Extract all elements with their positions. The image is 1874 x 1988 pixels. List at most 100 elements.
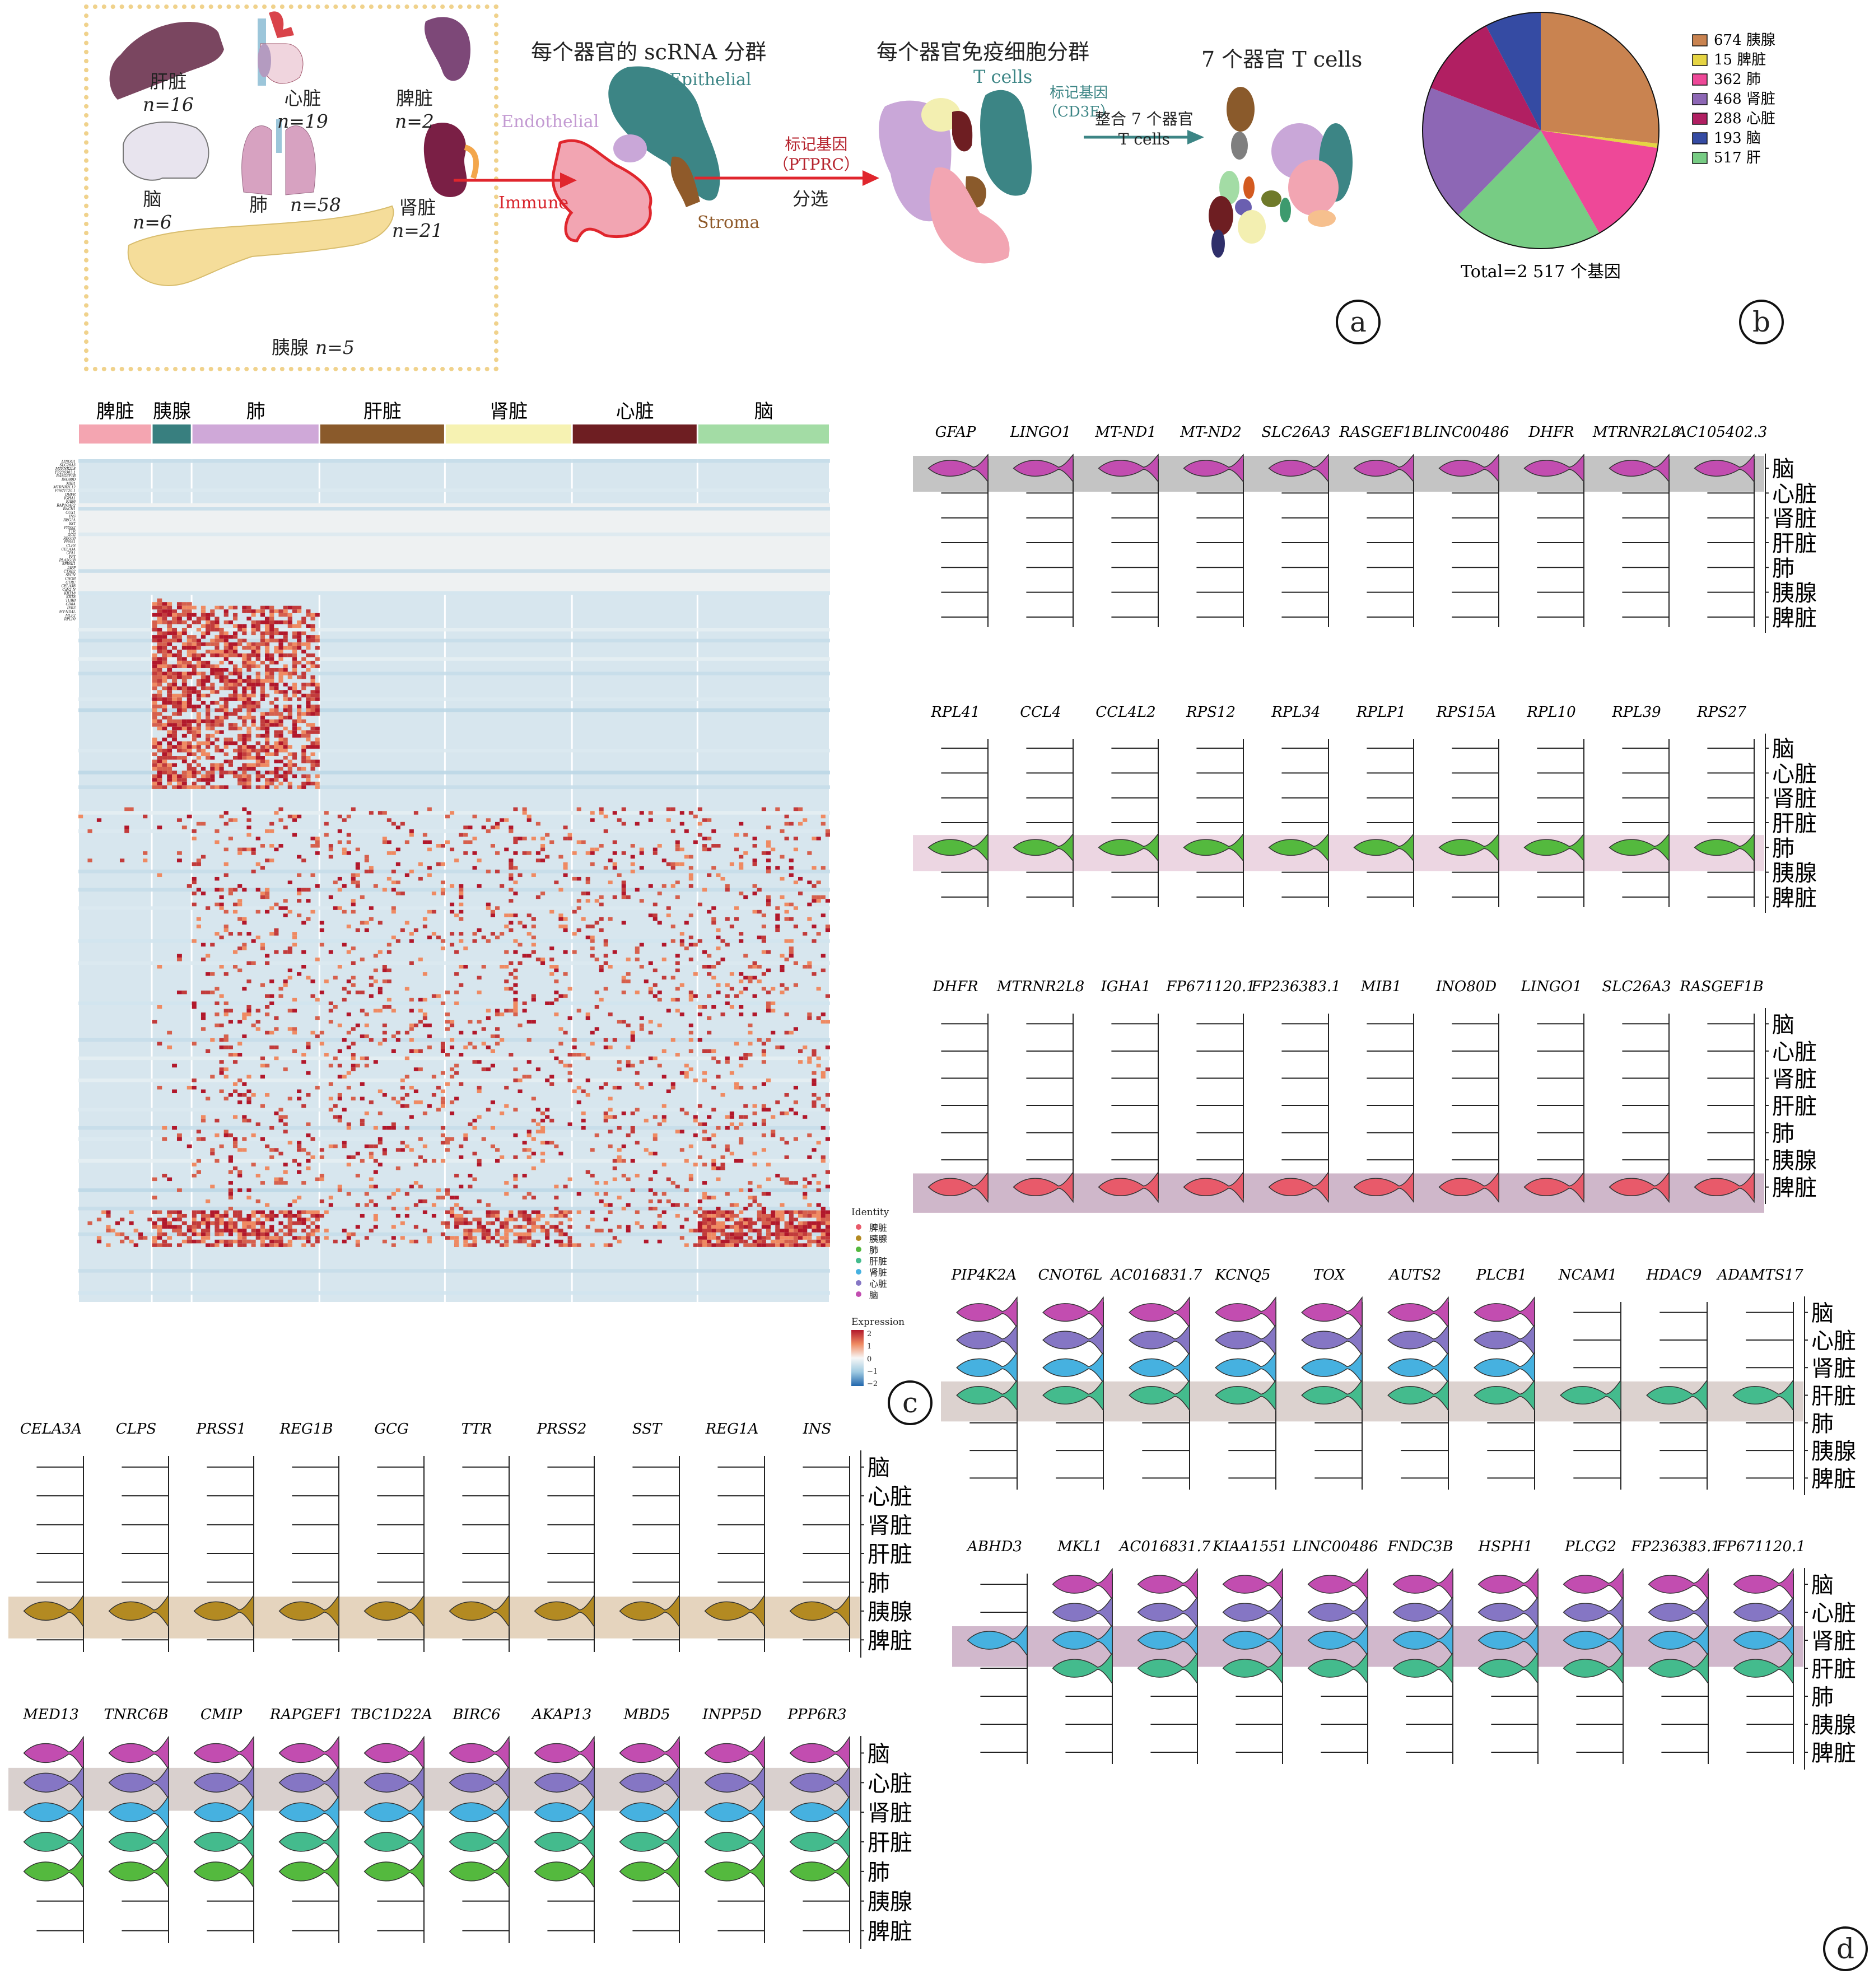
gene-label: PLCB1 xyxy=(1476,1267,1527,1284)
heat-cell-high xyxy=(274,704,279,708)
heat-cell-high xyxy=(274,811,279,815)
heat-cell-high xyxy=(554,997,559,1002)
heat-cell-high xyxy=(196,785,201,789)
heat-cell-high xyxy=(228,646,233,650)
heat-cell-high xyxy=(612,1115,617,1119)
heat-cell-high xyxy=(176,851,182,855)
heat-cell-high xyxy=(761,807,766,811)
violin-shape xyxy=(23,1765,84,1800)
heat-cell-high xyxy=(477,1229,482,1233)
heat-cell-high xyxy=(219,638,224,643)
heat-cell-high xyxy=(590,939,595,943)
heat-cell-high xyxy=(761,1133,766,1137)
heat-cell-high xyxy=(784,1232,789,1236)
heat-cell-high xyxy=(743,895,748,899)
heat-cell-high xyxy=(310,730,315,734)
heat-cell-high xyxy=(219,994,224,998)
heat-cell-high xyxy=(210,690,215,694)
heat-cell-high xyxy=(181,646,187,650)
heat-cell-high xyxy=(265,954,270,958)
heat-cell-high xyxy=(237,1214,243,1218)
heat-cell-high xyxy=(176,664,182,668)
heat-cell-high xyxy=(242,1232,247,1236)
heat-cell-high xyxy=(812,899,817,903)
heat-cell-high xyxy=(315,657,320,661)
heat-cell-high xyxy=(630,1030,635,1035)
violin-shape xyxy=(956,1296,1018,1329)
heat-cell-high xyxy=(807,1181,812,1185)
heat-cell-high xyxy=(201,671,206,676)
violin-shape xyxy=(1222,1595,1283,1629)
heat-cell-high xyxy=(752,1221,757,1225)
violin-shape xyxy=(1387,1379,1449,1412)
heat-cell-high xyxy=(162,613,167,617)
heat-cell-high xyxy=(812,1049,817,1053)
heat-cell-high xyxy=(219,730,224,734)
heat-cell-high xyxy=(720,1155,725,1159)
heat-cell-high xyxy=(287,617,292,620)
heat-cell-high xyxy=(301,683,306,687)
heat-cell-high xyxy=(382,1126,387,1130)
heat-cell-high xyxy=(210,767,215,771)
heat-cell-high xyxy=(292,997,297,1002)
heat-cell-high xyxy=(201,767,206,771)
heat-cell-high xyxy=(223,928,229,932)
heat-cell-high xyxy=(816,1141,821,1145)
heat-cell-high xyxy=(255,701,260,705)
heat-cell-high xyxy=(757,1239,762,1244)
heat-cell-high xyxy=(513,851,518,855)
group-label: 肝脏 xyxy=(363,400,402,423)
heat-cell-high xyxy=(206,774,211,778)
row-label: 肺 xyxy=(1811,1684,1834,1710)
heat-cell-high xyxy=(707,818,712,822)
heat-cell-high xyxy=(337,1188,342,1192)
heat-cell-high xyxy=(454,1243,459,1247)
heat-cell-high xyxy=(215,902,220,907)
heat-cell-high xyxy=(228,686,233,690)
heat-cell-high xyxy=(152,605,157,610)
heat-cell-high xyxy=(522,1196,527,1200)
heat-cell-high xyxy=(825,1045,830,1049)
heat-cell-high xyxy=(265,961,270,965)
heat-cell-high xyxy=(181,613,187,617)
heat-cell-high xyxy=(784,902,789,907)
heat-cell-high xyxy=(729,925,734,928)
heat-cell-high xyxy=(265,726,270,731)
heat-cell-high xyxy=(306,624,311,628)
heat-cell-high xyxy=(807,965,812,969)
heat-cell-high xyxy=(603,954,608,958)
heat-cell-high xyxy=(652,913,658,917)
heat-cell-high xyxy=(176,605,182,610)
heat-cell-high xyxy=(793,925,798,928)
heat-cell-high xyxy=(585,899,590,903)
heat-cell-high xyxy=(490,844,495,848)
heatmap-legend: Identity 脾脏 胰腺肺肝脏 肾脏 心脏脑 Expression 2 1 0 −1 −2 xyxy=(851,1207,905,1388)
violin-shape xyxy=(108,1594,169,1628)
heat-cell-high xyxy=(422,917,427,921)
heat-cell-high xyxy=(260,638,265,643)
heat-cell-high xyxy=(364,921,369,925)
heat-cell-high xyxy=(459,902,464,907)
heat-cell-high xyxy=(319,1173,324,1178)
heat-cell-high xyxy=(242,946,247,950)
heat-cell-high xyxy=(513,1005,518,1009)
heat-cell-high xyxy=(748,1181,753,1185)
heat-cell-high xyxy=(283,1214,288,1218)
heat-cell-high xyxy=(594,957,599,962)
heat-cell-high xyxy=(297,1144,302,1149)
heat-cell-high xyxy=(386,876,391,881)
heat-cell-high xyxy=(232,679,238,683)
heat-cell-high xyxy=(210,990,215,995)
heat-cell-high xyxy=(292,814,297,819)
heat-cell-high xyxy=(215,1232,220,1236)
heat-cell-high xyxy=(157,726,162,731)
heat-cell-high xyxy=(315,712,320,716)
heat-cell-high xyxy=(400,1236,405,1240)
heat-cell-high xyxy=(679,1108,684,1112)
heat-cell-high xyxy=(734,1203,739,1207)
heat-cell-high xyxy=(679,942,684,947)
heat-cell-high xyxy=(274,686,279,690)
violin-shape xyxy=(1523,454,1584,483)
violin-shape xyxy=(1477,1623,1539,1657)
heat-cell-high xyxy=(711,829,716,833)
